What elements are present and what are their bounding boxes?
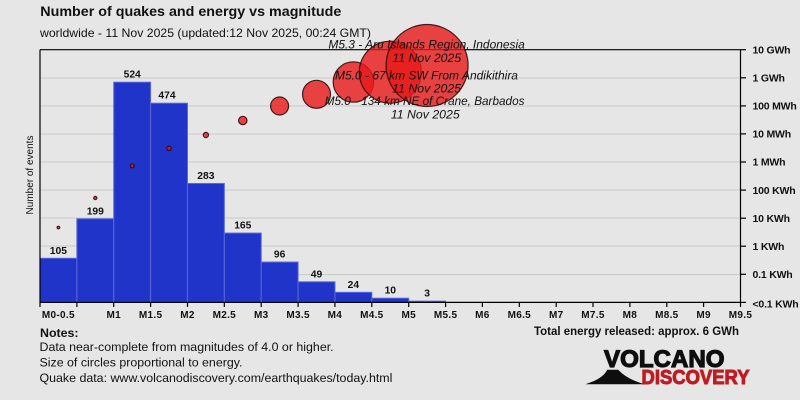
svg-text:24: 24 (348, 280, 360, 291)
svg-text:M4: M4 (328, 310, 343, 321)
svg-text:<0.1 KWh: <0.1 KWh (753, 299, 799, 311)
svg-text:M9.5: M9.5 (729, 310, 753, 321)
svg-text:M5: M5 (401, 310, 416, 321)
svg-text:VOLCANO: VOLCANO (604, 347, 725, 373)
svg-text:96: 96 (274, 250, 286, 261)
svg-text:Notes:: Notes: (40, 326, 79, 340)
svg-text:M9: M9 (696, 310, 711, 321)
svg-text:Total energy released: approx.: Total energy released: approx. 6 GWh (534, 324, 739, 338)
svg-text:1 KWh: 1 KWh (753, 241, 785, 253)
svg-text:M0-0.5: M0-0.5 (42, 310, 75, 321)
svg-text:M7: M7 (549, 310, 564, 321)
svg-text:199: 199 (87, 206, 104, 217)
svg-text:Number of quakes and energy vs: Number of quakes and energy vs magnitude (40, 4, 341, 19)
svg-text:M7.5: M7.5 (581, 310, 605, 321)
svg-text:3: 3 (424, 289, 430, 300)
svg-text:M5.0 - 134 km NE of Crane, Bar: M5.0 - 134 km NE of Crane, Barbados (325, 94, 525, 108)
svg-text:M6.5: M6.5 (508, 310, 532, 321)
svg-text:Data near-complete from magnit: Data near-complete from magnitudes of 4.… (40, 340, 334, 354)
svg-text:M4.5: M4.5 (360, 310, 384, 321)
svg-text:M5.5: M5.5 (434, 310, 458, 321)
svg-text:M8: M8 (623, 310, 638, 321)
svg-text:100 MWh: 100 MWh (753, 101, 797, 113)
svg-text:524: 524 (124, 70, 141, 81)
svg-text:Size of circles proportional t: Size of circles proportional to energy. (40, 356, 243, 370)
svg-text:1 MWh: 1 MWh (753, 157, 786, 169)
svg-text:M5.0 - 67 km SW From Andikithi: M5.0 - 67 km SW From Andikithira (335, 69, 518, 83)
svg-text:DISCOVERY: DISCOVERY (642, 367, 751, 389)
svg-text:105: 105 (50, 246, 67, 257)
svg-text:M1: M1 (106, 310, 121, 321)
svg-text:worldwide - 11 Nov 2025 (updat: worldwide - 11 Nov 2025 (updated:12 Nov … (39, 26, 371, 40)
svg-text:M8.5: M8.5 (655, 310, 679, 321)
svg-text:M2.5: M2.5 (213, 310, 237, 321)
svg-text:10 GWh: 10 GWh (753, 44, 791, 56)
svg-text:474: 474 (158, 91, 175, 102)
svg-text:10 KWh: 10 KWh (753, 213, 790, 225)
svg-text:Quake data: www.volcanodiscove: Quake data: www.volcanodiscovery.com/ear… (40, 371, 393, 385)
svg-text:M3: M3 (254, 310, 269, 321)
svg-text:Number of events: Number of events (25, 136, 36, 215)
svg-text:11 Nov 2025: 11 Nov 2025 (392, 51, 461, 65)
svg-text:49: 49 (311, 269, 323, 280)
svg-text:M3.5: M3.5 (286, 310, 310, 321)
svg-text:10: 10 (385, 286, 397, 297)
svg-text:M6: M6 (475, 310, 490, 321)
svg-text:M1.5: M1.5 (139, 310, 163, 321)
svg-text:100 KWh: 100 KWh (753, 185, 796, 197)
svg-text:283: 283 (197, 171, 214, 182)
svg-text:165: 165 (234, 221, 251, 232)
svg-text:10 MWh: 10 MWh (753, 129, 791, 141)
svg-text:M2: M2 (180, 310, 195, 321)
svg-text:0.1 KWh: 0.1 KWh (753, 269, 793, 281)
svg-text:11 Nov 2025: 11 Nov 2025 (392, 81, 461, 95)
svg-text:11 Nov 2025: 11 Nov 2025 (391, 107, 460, 121)
svg-text:1 GWh: 1 GWh (753, 73, 785, 85)
svg-text:M5.3 - Aru Islands Region, Ind: M5.3 - Aru Islands Region, Indonesia (328, 38, 525, 52)
